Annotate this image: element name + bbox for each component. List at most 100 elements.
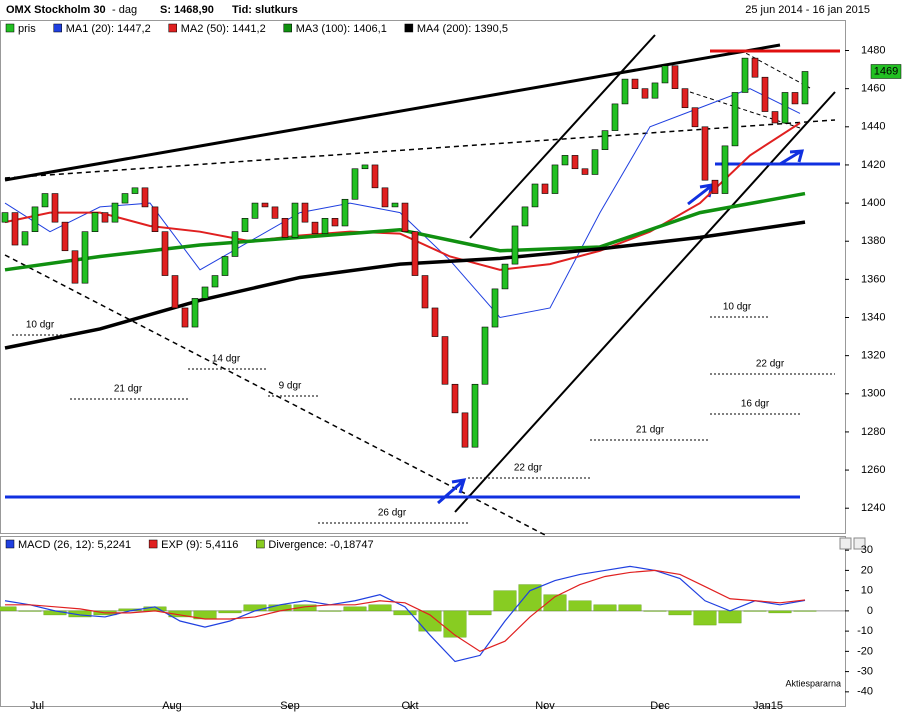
y-tick-label: -20 (857, 645, 873, 657)
annotation-label: 26 dgr (378, 508, 407, 519)
divergence-bar (618, 604, 642, 612)
x-tick-label: Nov (535, 700, 555, 712)
macd-line (4, 565, 806, 663)
legend-label: EXP (9): 5,4116 (161, 539, 238, 551)
annotation-arrows (12, 316, 835, 524)
legend-swatch (404, 23, 414, 33)
legend-label: Divergence: -0,18747 (268, 539, 373, 551)
candle (631, 78, 639, 89)
x-tick-label: Dec (650, 700, 670, 712)
divergence-bar (18, 610, 42, 612)
candle (491, 288, 499, 328)
candle (71, 250, 79, 284)
y-tick-label: 30 (861, 544, 873, 556)
legend-swatch (5, 23, 15, 33)
x-tick-label: Sep (280, 700, 300, 712)
y-tick-label: 1240 (861, 502, 885, 514)
annotation-label: 21 dgr (636, 425, 665, 436)
trend-line (689, 91, 801, 129)
candle (131, 187, 139, 194)
trend-line (469, 34, 656, 239)
candle (451, 383, 459, 414)
candle (541, 183, 549, 194)
y-tick-label: 1400 (861, 197, 885, 209)
candle (521, 206, 529, 227)
close-button[interactable] (853, 537, 866, 550)
candle (231, 231, 239, 257)
trend-lines (4, 34, 840, 536)
candle (41, 193, 49, 208)
y-tick-label: 10 (861, 585, 873, 597)
candle (331, 218, 339, 227)
info: Tid: slutkurs (232, 4, 298, 16)
toolbar (839, 537, 866, 550)
divergence-bar (743, 610, 767, 612)
candle (31, 206, 39, 232)
legend-label: MA2 (50): 1441,2 (181, 23, 266, 35)
trend-line (454, 91, 836, 513)
candle (571, 155, 579, 170)
annotation-label: 21 dgr (114, 384, 143, 395)
divergence-bar (0, 606, 17, 612)
subtitle: - dag (112, 4, 137, 16)
y-tick-label: -40 (857, 686, 873, 698)
zoom-button[interactable] (839, 537, 852, 550)
candle (441, 336, 449, 385)
divergence-bar (393, 610, 417, 616)
candle (721, 145, 729, 194)
arrow (779, 149, 805, 166)
trend-line (739, 49, 811, 89)
y-tick-label: 20 (861, 564, 873, 576)
divergence-bar (243, 604, 267, 612)
legend-swatch (168, 23, 177, 33)
divergence-bar (643, 610, 667, 612)
candle (761, 76, 769, 112)
annotation-label: 22 dgr (514, 463, 543, 474)
annotation-label: 10 dgr (723, 302, 752, 313)
divergence-bar (593, 604, 617, 612)
candle (241, 218, 249, 232)
divergence-bar (218, 610, 242, 614)
candle (661, 65, 669, 84)
divergence-bar (793, 610, 817, 612)
annotation-label: 22 dgr (756, 359, 785, 370)
x-tick-label: Jul (30, 700, 44, 712)
y-tick-label: 1360 (861, 273, 885, 285)
candle (271, 206, 279, 219)
legend-swatch (283, 23, 292, 33)
candle (411, 231, 419, 276)
candle (121, 193, 129, 204)
candle (211, 275, 219, 288)
candle (351, 168, 359, 200)
candle (671, 65, 679, 89)
candle (471, 383, 479, 448)
candle (11, 212, 19, 246)
candle (101, 212, 109, 223)
divergence-bar (293, 604, 317, 612)
candle (581, 168, 589, 175)
annotation-label: 16 dgr (741, 399, 770, 410)
candle (251, 202, 259, 219)
divergence-bar (168, 610, 192, 618)
divergence-bar (518, 584, 542, 612)
candle (731, 92, 739, 147)
candle (531, 183, 539, 208)
candle (341, 198, 349, 227)
candle (301, 202, 309, 223)
candle (261, 202, 269, 208)
y-tick-label: 1380 (861, 235, 885, 247)
divergence-bar (668, 610, 692, 616)
candle (371, 164, 379, 189)
candle (741, 57, 749, 93)
y-tick-label: 0 (867, 605, 873, 617)
candle (321, 218, 329, 234)
candle (431, 307, 439, 337)
candle (751, 57, 759, 78)
divergence-bar (418, 610, 442, 632)
divergence-bar (468, 610, 492, 616)
y-tick-label: 1300 (861, 388, 885, 400)
candle (191, 298, 199, 328)
legend-swatch (256, 539, 265, 549)
candle (51, 193, 59, 223)
candle (61, 221, 69, 252)
